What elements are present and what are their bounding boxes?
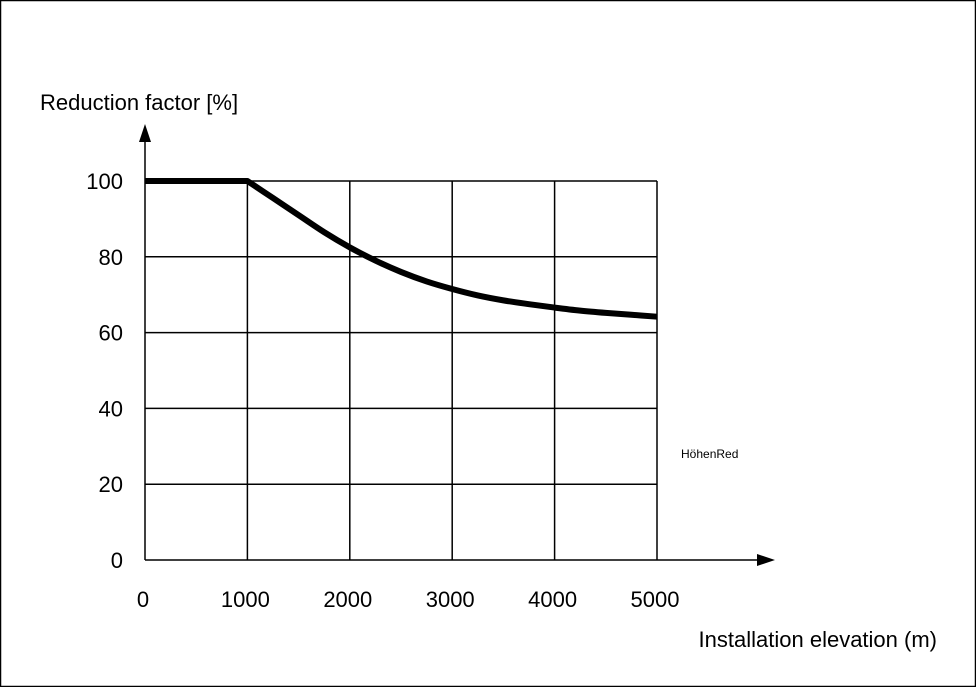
x-axis-arrow-icon xyxy=(757,554,775,566)
y-tick-label: 100 xyxy=(86,169,123,194)
y-tick-label: 0 xyxy=(111,548,123,573)
x-tick-label: 1000 xyxy=(221,587,270,612)
x-axis-label: Installation elevation (m) xyxy=(699,627,937,652)
axes xyxy=(139,124,775,566)
y-axis-label: Reduction factor [%] xyxy=(40,90,238,115)
x-tick-label: 0 xyxy=(137,587,149,612)
y-tick-label: 80 xyxy=(99,245,123,270)
x-tick-labels: 0 1000 2000 3000 4000 5000 xyxy=(137,587,680,612)
x-tick-label: 3000 xyxy=(426,587,475,612)
y-tick-label: 20 xyxy=(99,472,123,497)
x-tick-label: 4000 xyxy=(528,587,577,612)
y-axis-arrow-icon xyxy=(139,124,151,142)
y-tick-labels: 0 20 40 60 80 100 xyxy=(86,169,123,573)
y-tick-label: 60 xyxy=(99,321,123,346)
series-line xyxy=(145,178,658,320)
x-tick-label: 5000 xyxy=(631,587,680,612)
chart-annotation: HöhenRed xyxy=(681,447,738,461)
y-tick-label: 40 xyxy=(99,396,123,421)
x-tick-label: 2000 xyxy=(323,587,372,612)
